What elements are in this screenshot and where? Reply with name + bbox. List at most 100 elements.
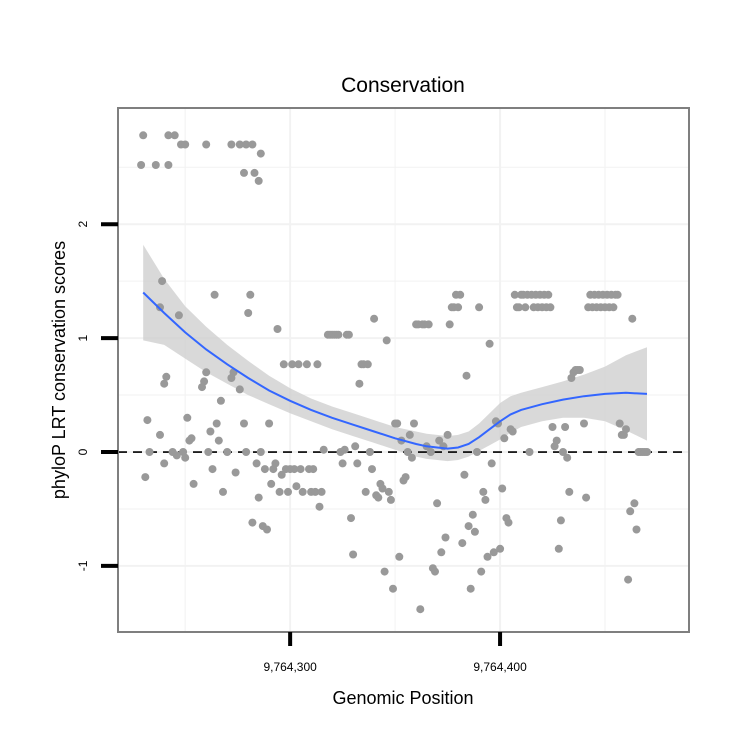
data-point (181, 140, 190, 149)
data-point (183, 413, 192, 422)
data-point (240, 168, 248, 177)
data-point (613, 290, 622, 299)
data-point (481, 495, 490, 504)
smooth-trend-line (142, 291, 648, 450)
y-axis-label: phyloP LRT conservation scores (49, 241, 69, 499)
data-point (521, 303, 530, 312)
data-point (609, 303, 618, 312)
data-point (174, 311, 183, 320)
data-point (548, 423, 557, 431)
data-point (214, 436, 223, 445)
data-point (355, 379, 364, 388)
data-point (223, 448, 232, 456)
data-point (510, 290, 519, 299)
data-point (437, 548, 446, 557)
data-point (504, 518, 513, 527)
data-point (244, 309, 253, 317)
data-point (626, 507, 635, 516)
data-point (216, 396, 225, 405)
data-point (208, 465, 217, 474)
data-point (235, 140, 244, 149)
data-point (433, 499, 442, 508)
data-point (248, 140, 257, 149)
data-point (479, 487, 488, 496)
data-point (151, 161, 160, 169)
data-point (202, 368, 211, 377)
data-point (319, 445, 328, 454)
y-tick-label: -1 (76, 560, 90, 571)
data-point (552, 436, 561, 445)
x-tick-label: 9,764,300 (263, 660, 317, 674)
data-point (431, 567, 439, 576)
data-point (468, 510, 477, 519)
data-point (473, 448, 481, 456)
data-point (315, 502, 324, 511)
data-point (466, 584, 475, 593)
data-point (395, 552, 404, 561)
data-point (302, 360, 311, 369)
data-point (187, 434, 196, 443)
data-point (628, 314, 637, 323)
data-point (361, 487, 370, 496)
x-tick-label: 9,764,400 (473, 660, 527, 674)
data-point (363, 360, 372, 369)
data-point (347, 514, 355, 523)
data-point (313, 360, 322, 369)
data-point (219, 487, 227, 496)
data-point (525, 448, 534, 456)
data-point (298, 487, 307, 496)
data-point (164, 161, 173, 169)
data-point (393, 419, 402, 428)
data-point (424, 320, 433, 329)
data-point (454, 303, 463, 312)
data-point (389, 584, 397, 593)
data-point (271, 459, 280, 468)
data-point (487, 459, 496, 468)
data-point (204, 448, 213, 456)
data-point (556, 516, 565, 525)
data-point (254, 493, 263, 502)
data-point (374, 493, 383, 502)
data-point (508, 427, 517, 436)
data-point (500, 434, 509, 443)
data-point (160, 459, 169, 468)
data-point (231, 468, 240, 477)
data-point (580, 419, 588, 428)
data-point (248, 518, 257, 527)
data-point (290, 465, 299, 474)
data-point (170, 131, 179, 140)
data-point (498, 484, 507, 493)
data-points (137, 131, 651, 614)
data-point (311, 487, 320, 496)
data-point (565, 487, 574, 496)
data-point (643, 448, 651, 456)
data-point (164, 131, 173, 140)
data-point (401, 473, 410, 482)
data-point (575, 366, 584, 374)
y-axis: -1 0 1 2 (76, 221, 118, 571)
data-point (267, 479, 276, 488)
data-point (246, 290, 255, 299)
data-point (416, 605, 425, 614)
y-tick-label: 1 (76, 334, 90, 341)
data-point (378, 484, 387, 493)
data-point (252, 459, 261, 468)
data-point (485, 339, 494, 348)
data-point (386, 495, 395, 504)
data-point (426, 448, 435, 456)
data-point (615, 419, 624, 428)
chart-title: Conservation (341, 74, 465, 97)
data-point (284, 487, 292, 496)
data-point (256, 149, 265, 158)
y-tick-label: 2 (76, 221, 90, 228)
data-point (435, 436, 444, 445)
data-point (143, 416, 152, 425)
data-point (460, 470, 469, 479)
data-point (410, 419, 418, 428)
data-point (441, 533, 450, 542)
data-point (483, 552, 492, 561)
data-point (443, 430, 452, 439)
y-tick-label: 0 (76, 448, 90, 455)
data-point (181, 453, 190, 462)
